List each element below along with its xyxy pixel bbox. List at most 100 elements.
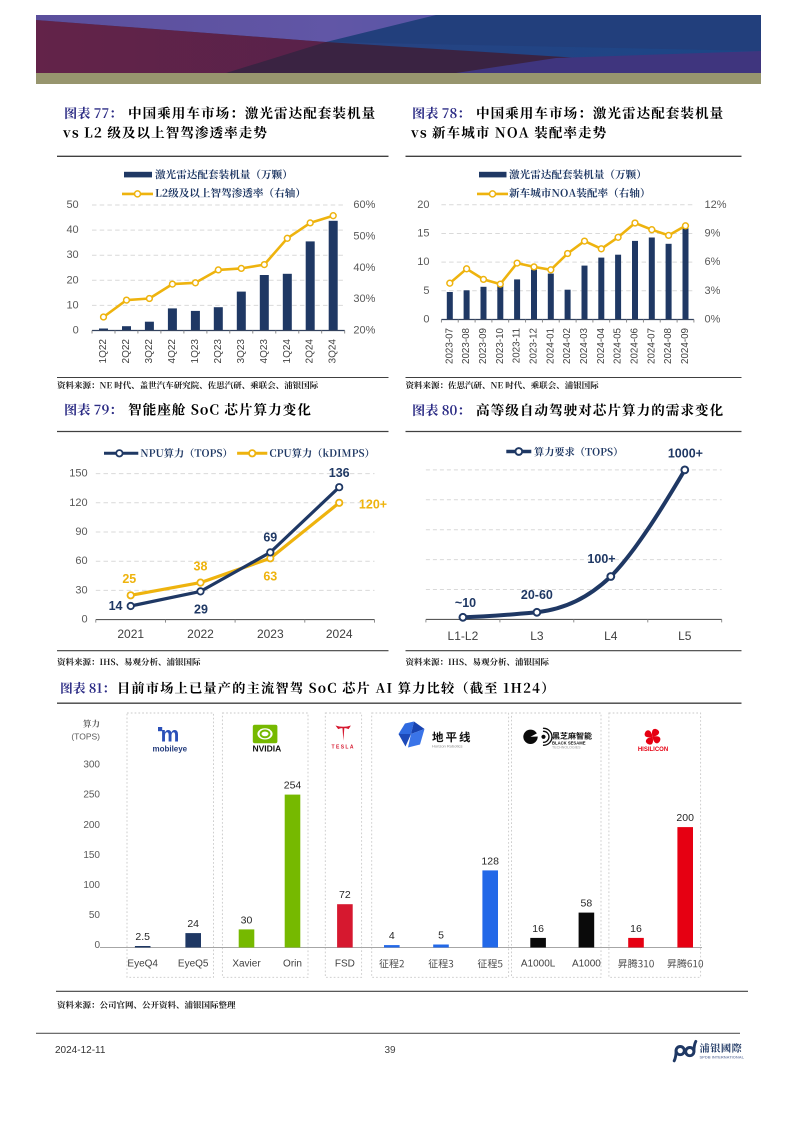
svg-text:2023-12: 2023-12	[529, 328, 540, 364]
svg-text:0%: 0%	[705, 314, 721, 326]
svg-text:20%: 20%	[353, 325, 375, 337]
svg-text:1Q24: 1Q24	[282, 339, 293, 364]
svg-text:1000+: 1000+	[668, 447, 703, 461]
svg-text:2023-08: 2023-08	[461, 327, 472, 364]
svg-text:50%: 50%	[353, 230, 375, 242]
svg-text:20: 20	[66, 274, 78, 286]
svg-text:9%: 9%	[705, 228, 721, 240]
svg-text:200: 200	[676, 812, 694, 824]
svg-text:2Q23: 2Q23	[213, 339, 224, 364]
svg-text:150: 150	[69, 468, 87, 480]
svg-text:HISILICON: HISILICON	[638, 747, 668, 753]
svg-text:1Q23: 1Q23	[190, 339, 201, 364]
svg-text:15: 15	[417, 228, 429, 240]
svg-text:1Q22: 1Q22	[98, 339, 109, 364]
svg-text:29: 29	[194, 603, 208, 617]
svg-text:mobileye: mobileye	[152, 744, 187, 753]
svg-text:300: 300	[83, 760, 100, 771]
svg-text:25: 25	[122, 572, 136, 586]
svg-text:Horizon Robotics: Horizon Robotics	[432, 743, 462, 748]
svg-text:63: 63	[263, 570, 277, 584]
svg-text:12%: 12%	[705, 199, 727, 211]
svg-text:m: m	[161, 724, 180, 747]
svg-text:3Q24: 3Q24	[328, 339, 339, 364]
svg-text:58: 58	[581, 898, 593, 910]
svg-text:20: 20	[417, 199, 429, 211]
svg-text:2024-08: 2024-08	[663, 327, 674, 364]
svg-text:90: 90	[75, 526, 87, 538]
svg-text:72: 72	[339, 889, 351, 901]
svg-text:2Q24: 2Q24	[305, 339, 316, 364]
svg-text:(TOPS): (TOPS)	[71, 731, 100, 741]
svg-text:2024-12-11: 2024-12-11	[55, 1045, 106, 1056]
svg-text:~10: ~10	[455, 596, 476, 610]
svg-text:TECHNOLOGIES: TECHNOLOGIES	[552, 746, 581, 750]
svg-text:60%: 60%	[353, 199, 375, 211]
svg-text:16: 16	[532, 923, 544, 935]
svg-text:2024-09: 2024-09	[680, 328, 691, 364]
svg-text:60: 60	[75, 555, 87, 567]
svg-text:2024-03: 2024-03	[579, 327, 590, 364]
svg-text:2023-10: 2023-10	[495, 327, 506, 364]
svg-text:2024-06: 2024-06	[630, 327, 641, 364]
svg-text:120+: 120+	[359, 497, 387, 511]
svg-text:0: 0	[94, 940, 100, 951]
svg-text:128: 128	[481, 855, 499, 867]
svg-text:2024-07: 2024-07	[646, 328, 657, 364]
svg-text:TESLA: TESLA	[332, 745, 355, 751]
svg-text:136: 136	[329, 466, 350, 480]
svg-text:NVIDIA: NVIDIA	[252, 744, 281, 754]
svg-text:30: 30	[66, 249, 78, 261]
svg-text:L3: L3	[530, 629, 544, 643]
svg-text:200: 200	[83, 820, 100, 831]
svg-text:120: 120	[69, 497, 87, 509]
svg-text:5: 5	[423, 285, 429, 297]
svg-text:30: 30	[75, 584, 87, 596]
svg-text:SPDB INTERNATIONAL: SPDB INTERNATIONAL	[700, 1054, 745, 1059]
svg-text:EyeQ4: EyeQ4	[127, 959, 158, 970]
svg-text:40%: 40%	[353, 262, 375, 274]
svg-text:0: 0	[423, 314, 429, 326]
svg-text:0: 0	[81, 614, 87, 626]
svg-text:L5: L5	[678, 629, 692, 643]
svg-text:5: 5	[438, 930, 444, 942]
svg-text:2023: 2023	[257, 627, 284, 641]
svg-text:250: 250	[83, 790, 100, 801]
svg-text:EyeQ5: EyeQ5	[178, 959, 209, 970]
svg-text:150: 150	[83, 850, 100, 861]
svg-text:0: 0	[73, 325, 79, 337]
svg-text:30%: 30%	[353, 293, 375, 305]
svg-text:100: 100	[83, 880, 100, 891]
svg-text:A1000: A1000	[572, 959, 601, 970]
svg-text:FSD: FSD	[335, 959, 355, 970]
svg-text:4Q23: 4Q23	[259, 339, 270, 364]
svg-text:2024-01: 2024-01	[545, 328, 556, 364]
svg-text:4: 4	[389, 930, 395, 942]
svg-text:20-60: 20-60	[521, 588, 553, 602]
svg-text:24: 24	[187, 918, 199, 930]
svg-text:2024: 2024	[326, 627, 353, 641]
svg-text:2024-05: 2024-05	[613, 327, 624, 364]
svg-text:30: 30	[241, 914, 253, 926]
svg-text:4Q22: 4Q22	[167, 339, 178, 364]
svg-text:L4: L4	[604, 629, 618, 643]
svg-text:16: 16	[630, 923, 642, 935]
svg-text:2023-11: 2023-11	[512, 328, 523, 363]
svg-text:Orin: Orin	[283, 959, 302, 970]
svg-text:A1000L: A1000L	[521, 959, 556, 970]
svg-text:39: 39	[384, 1045, 396, 1056]
svg-text:BLACK SESAME: BLACK SESAME	[552, 740, 586, 745]
svg-text:40: 40	[66, 224, 78, 236]
svg-text:38: 38	[194, 560, 208, 574]
svg-text:2024-02: 2024-02	[562, 328, 573, 364]
svg-text:50: 50	[89, 910, 101, 921]
svg-text:10: 10	[417, 256, 429, 268]
svg-text:L1-L2: L1-L2	[448, 629, 479, 643]
svg-text:6%: 6%	[705, 256, 721, 268]
svg-text:2022: 2022	[187, 627, 214, 641]
svg-text:14: 14	[109, 599, 123, 613]
svg-text:3Q23: 3Q23	[236, 339, 247, 364]
svg-text:2023-09: 2023-09	[478, 328, 489, 364]
svg-text:69: 69	[263, 530, 277, 544]
svg-text:2023-07: 2023-07	[444, 328, 455, 364]
